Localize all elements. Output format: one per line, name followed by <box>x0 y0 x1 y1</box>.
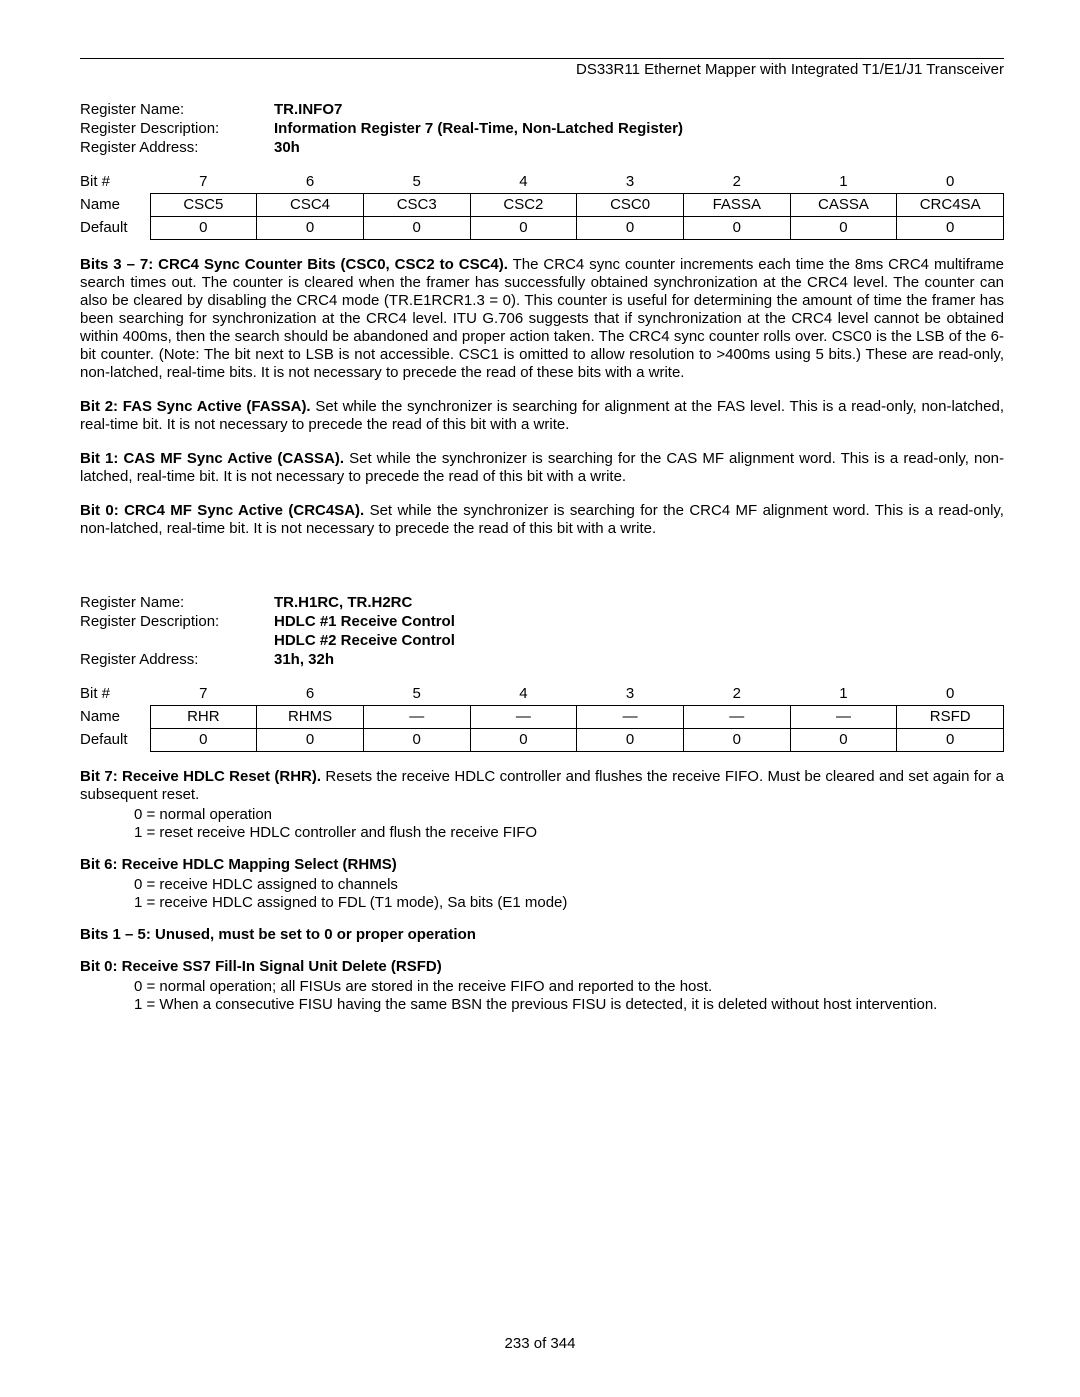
reg2-name-label: Register Name: <box>80 594 274 612</box>
table-cell: CSC0 <box>577 194 684 217</box>
reg1-name-label: Register Name: <box>80 101 274 119</box>
para-lead: Bit 7: Receive HDLC Reset (RHR). <box>80 768 321 785</box>
table-cell: 2 <box>683 171 790 194</box>
paragraph-bit6-rhms: Bit 6: Receive HDLC Mapping Select (RHMS… <box>80 856 1004 874</box>
table-cell: 0 <box>897 217 1004 240</box>
table-cell: 7 <box>150 683 257 706</box>
reg2-desc-value1: HDLC #1 Receive Control <box>274 613 455 631</box>
table-cell: 0 <box>897 729 1004 752</box>
table-cell: 0 <box>150 217 257 240</box>
reg2-addr-label: Register Address: <box>80 651 274 669</box>
table-row-label: Name <box>80 706 150 729</box>
table-cell: 0 <box>150 729 257 752</box>
table-cell: 0 <box>363 729 470 752</box>
table-cell: 0 <box>897 171 1004 194</box>
register1-meta: Register Name: TR.INFO7 Register Descrip… <box>80 101 1004 157</box>
reg1-addr-value: 30h <box>274 139 300 157</box>
table-cell: 0 <box>470 729 577 752</box>
table-cell: 2 <box>683 683 790 706</box>
table-cell: 4 <box>470 683 577 706</box>
table-cell: 1 <box>790 171 897 194</box>
register2-meta: Register Name: TR.H1RC, TR.H2RC Register… <box>80 594 1004 669</box>
paragraph-bit7-rhr: Bit 7: Receive HDLC Reset (RHR). Resets … <box>80 768 1004 804</box>
option-text: 1 = When a consecutive FISU having the s… <box>134 996 937 1014</box>
table-row-label: Bit # <box>80 171 150 194</box>
register2-bit-table: Bit # 7 6 5 4 3 2 1 0 Name RHR RHMS — — … <box>80 683 1004 752</box>
para-lead: Bit 2: FAS Sync Active (FASSA). <box>80 398 311 415</box>
page-footer: 233 of 344 <box>0 1335 1080 1353</box>
option-line: 1 = When a consecutive FISU having the s… <box>80 996 1004 1014</box>
table-cell: — <box>470 706 577 729</box>
option-line: 1 = receive HDLC assigned to FDL (T1 mod… <box>80 894 1004 912</box>
reg2-desc-value2: HDLC #2 Receive Control <box>274 632 455 650</box>
table-cell: 0 <box>790 729 897 752</box>
table-cell: 0 <box>470 217 577 240</box>
paragraph-bit1: Bit 1: CAS MF Sync Active (CASSA). Set w… <box>80 450 1004 486</box>
table-cell: 0 <box>683 729 790 752</box>
table-row-label: Bit # <box>80 683 150 706</box>
table-cell: FASSA <box>683 194 790 217</box>
table-cell: 0 <box>897 683 1004 706</box>
option-line: 0 = normal operation <box>80 806 1004 824</box>
table-cell: 7 <box>150 171 257 194</box>
reg2-name-value: TR.H1RC, TR.H2RC <box>274 594 412 612</box>
para-lead: Bits 3 – 7: CRC4 Sync Counter Bits (CSC0… <box>80 256 508 273</box>
reg1-desc-value: Information Register 7 (Real-Time, Non-L… <box>274 120 683 138</box>
table-cell: 0 <box>790 217 897 240</box>
table-cell: CSC5 <box>150 194 257 217</box>
table-cell: 0 <box>577 217 684 240</box>
table-cell: CSC2 <box>470 194 577 217</box>
table-cell: 1 <box>790 683 897 706</box>
para-body: The CRC4 sync counter increments each ti… <box>80 256 1004 381</box>
header-divider <box>80 58 1004 59</box>
table-row-label: Default <box>80 217 150 240</box>
register1-bit-table: Bit # 7 6 5 4 3 2 1 0 Name CSC5 CSC4 CSC… <box>80 171 1004 240</box>
table-cell: 0 <box>577 729 684 752</box>
table-cell: 3 <box>577 683 684 706</box>
reg1-addr-label: Register Address: <box>80 139 274 157</box>
page-header: DS33R11 Ethernet Mapper with Integrated … <box>80 61 1004 79</box>
option-line: 0 = normal operation; all FISUs are stor… <box>80 978 1004 996</box>
table-row-label: Name <box>80 194 150 217</box>
table-cell: 6 <box>257 683 364 706</box>
paragraph-bit2: Bit 2: FAS Sync Active (FASSA). Set whil… <box>80 398 1004 434</box>
table-cell: 0 <box>683 217 790 240</box>
paragraph-bit0-rsfd: Bit 0: Receive SS7 Fill-In Signal Unit D… <box>80 958 1004 976</box>
table-cell: RHMS <box>257 706 364 729</box>
paragraph-bits1-5: Bits 1 – 5: Unused, must be set to 0 or … <box>80 926 1004 944</box>
paragraph-bits3-7: Bits 3 – 7: CRC4 Sync Counter Bits (CSC0… <box>80 256 1004 382</box>
option-line: 0 = receive HDLC assigned to channels <box>80 876 1004 894</box>
table-cell: 0 <box>363 217 470 240</box>
paragraph-bit0: Bit 0: CRC4 MF Sync Active (CRC4SA). Set… <box>80 502 1004 538</box>
table-cell: 0 <box>257 729 364 752</box>
table-cell: RSFD <box>897 706 1004 729</box>
table-cell: RHR <box>150 706 257 729</box>
table-cell: CSC4 <box>257 194 364 217</box>
table-row-label: Default <box>80 729 150 752</box>
reg1-name-value: TR.INFO7 <box>274 101 342 119</box>
table-cell: — <box>683 706 790 729</box>
table-cell: 5 <box>363 683 470 706</box>
reg1-desc-label: Register Description: <box>80 120 274 138</box>
table-cell: 3 <box>577 171 684 194</box>
table-cell: 4 <box>470 171 577 194</box>
reg2-desc-label-empty <box>80 632 274 650</box>
reg2-desc-label: Register Description: <box>80 613 274 631</box>
table-cell: — <box>790 706 897 729</box>
table-cell: 0 <box>257 217 364 240</box>
table-cell: CRC4SA <box>897 194 1004 217</box>
table-cell: 5 <box>363 171 470 194</box>
table-cell: — <box>363 706 470 729</box>
para-lead: Bit 1: CAS MF Sync Active (CASSA). <box>80 450 344 467</box>
table-cell: CASSA <box>790 194 897 217</box>
reg2-addr-value: 31h, 32h <box>274 651 334 669</box>
table-cell: CSC3 <box>363 194 470 217</box>
table-cell: 6 <box>257 171 364 194</box>
option-line: 1 = reset receive HDLC controller and fl… <box>80 824 1004 842</box>
para-lead: Bit 0: CRC4 MF Sync Active (CRC4SA). <box>80 502 364 519</box>
table-cell: — <box>577 706 684 729</box>
